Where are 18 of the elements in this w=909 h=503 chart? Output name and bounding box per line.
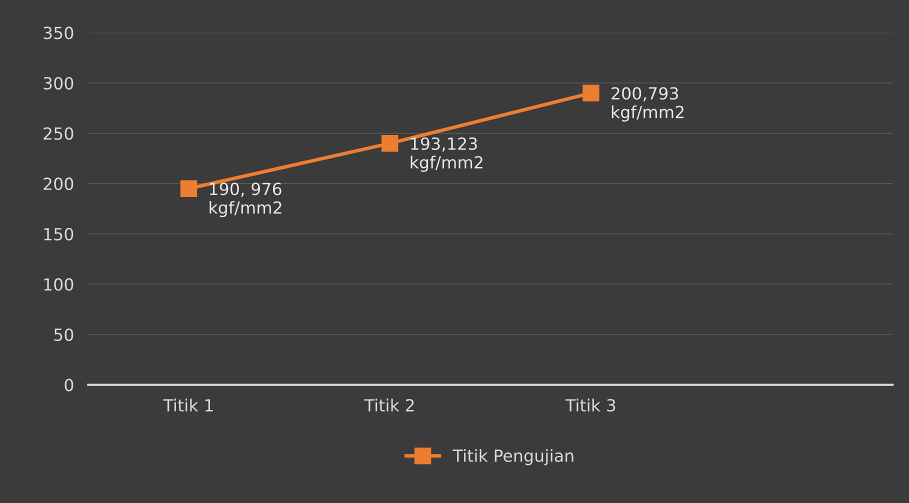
y-tick-label: 0 [64,378,74,392]
x-tick-label: Titik 3 [565,398,616,412]
point [382,135,398,152]
legend-label: Titik Pengujian [452,449,574,466]
y-tick-label: 300 [44,76,74,90]
y-tick-label: 200 [44,178,74,190]
point [180,180,198,197]
y-tick-label: 150 [44,228,74,240]
annotation: 200,793 kgf/mm2 [612,87,684,122]
annotation: 193,123 kgf/mm2 [410,137,482,172]
y-tick-label: 100 [44,278,74,291]
y-tick-label: 350 [44,26,74,40]
y-tick-label: 250 [44,127,74,140]
annotation: 190, 976 kgf/mm2 [210,182,282,218]
x-tick-label: Titik 1 [163,398,213,412]
y-tick-label: 50 [54,328,74,342]
point [582,84,600,102]
x-tick-label: Titik 2 [364,398,414,412]
